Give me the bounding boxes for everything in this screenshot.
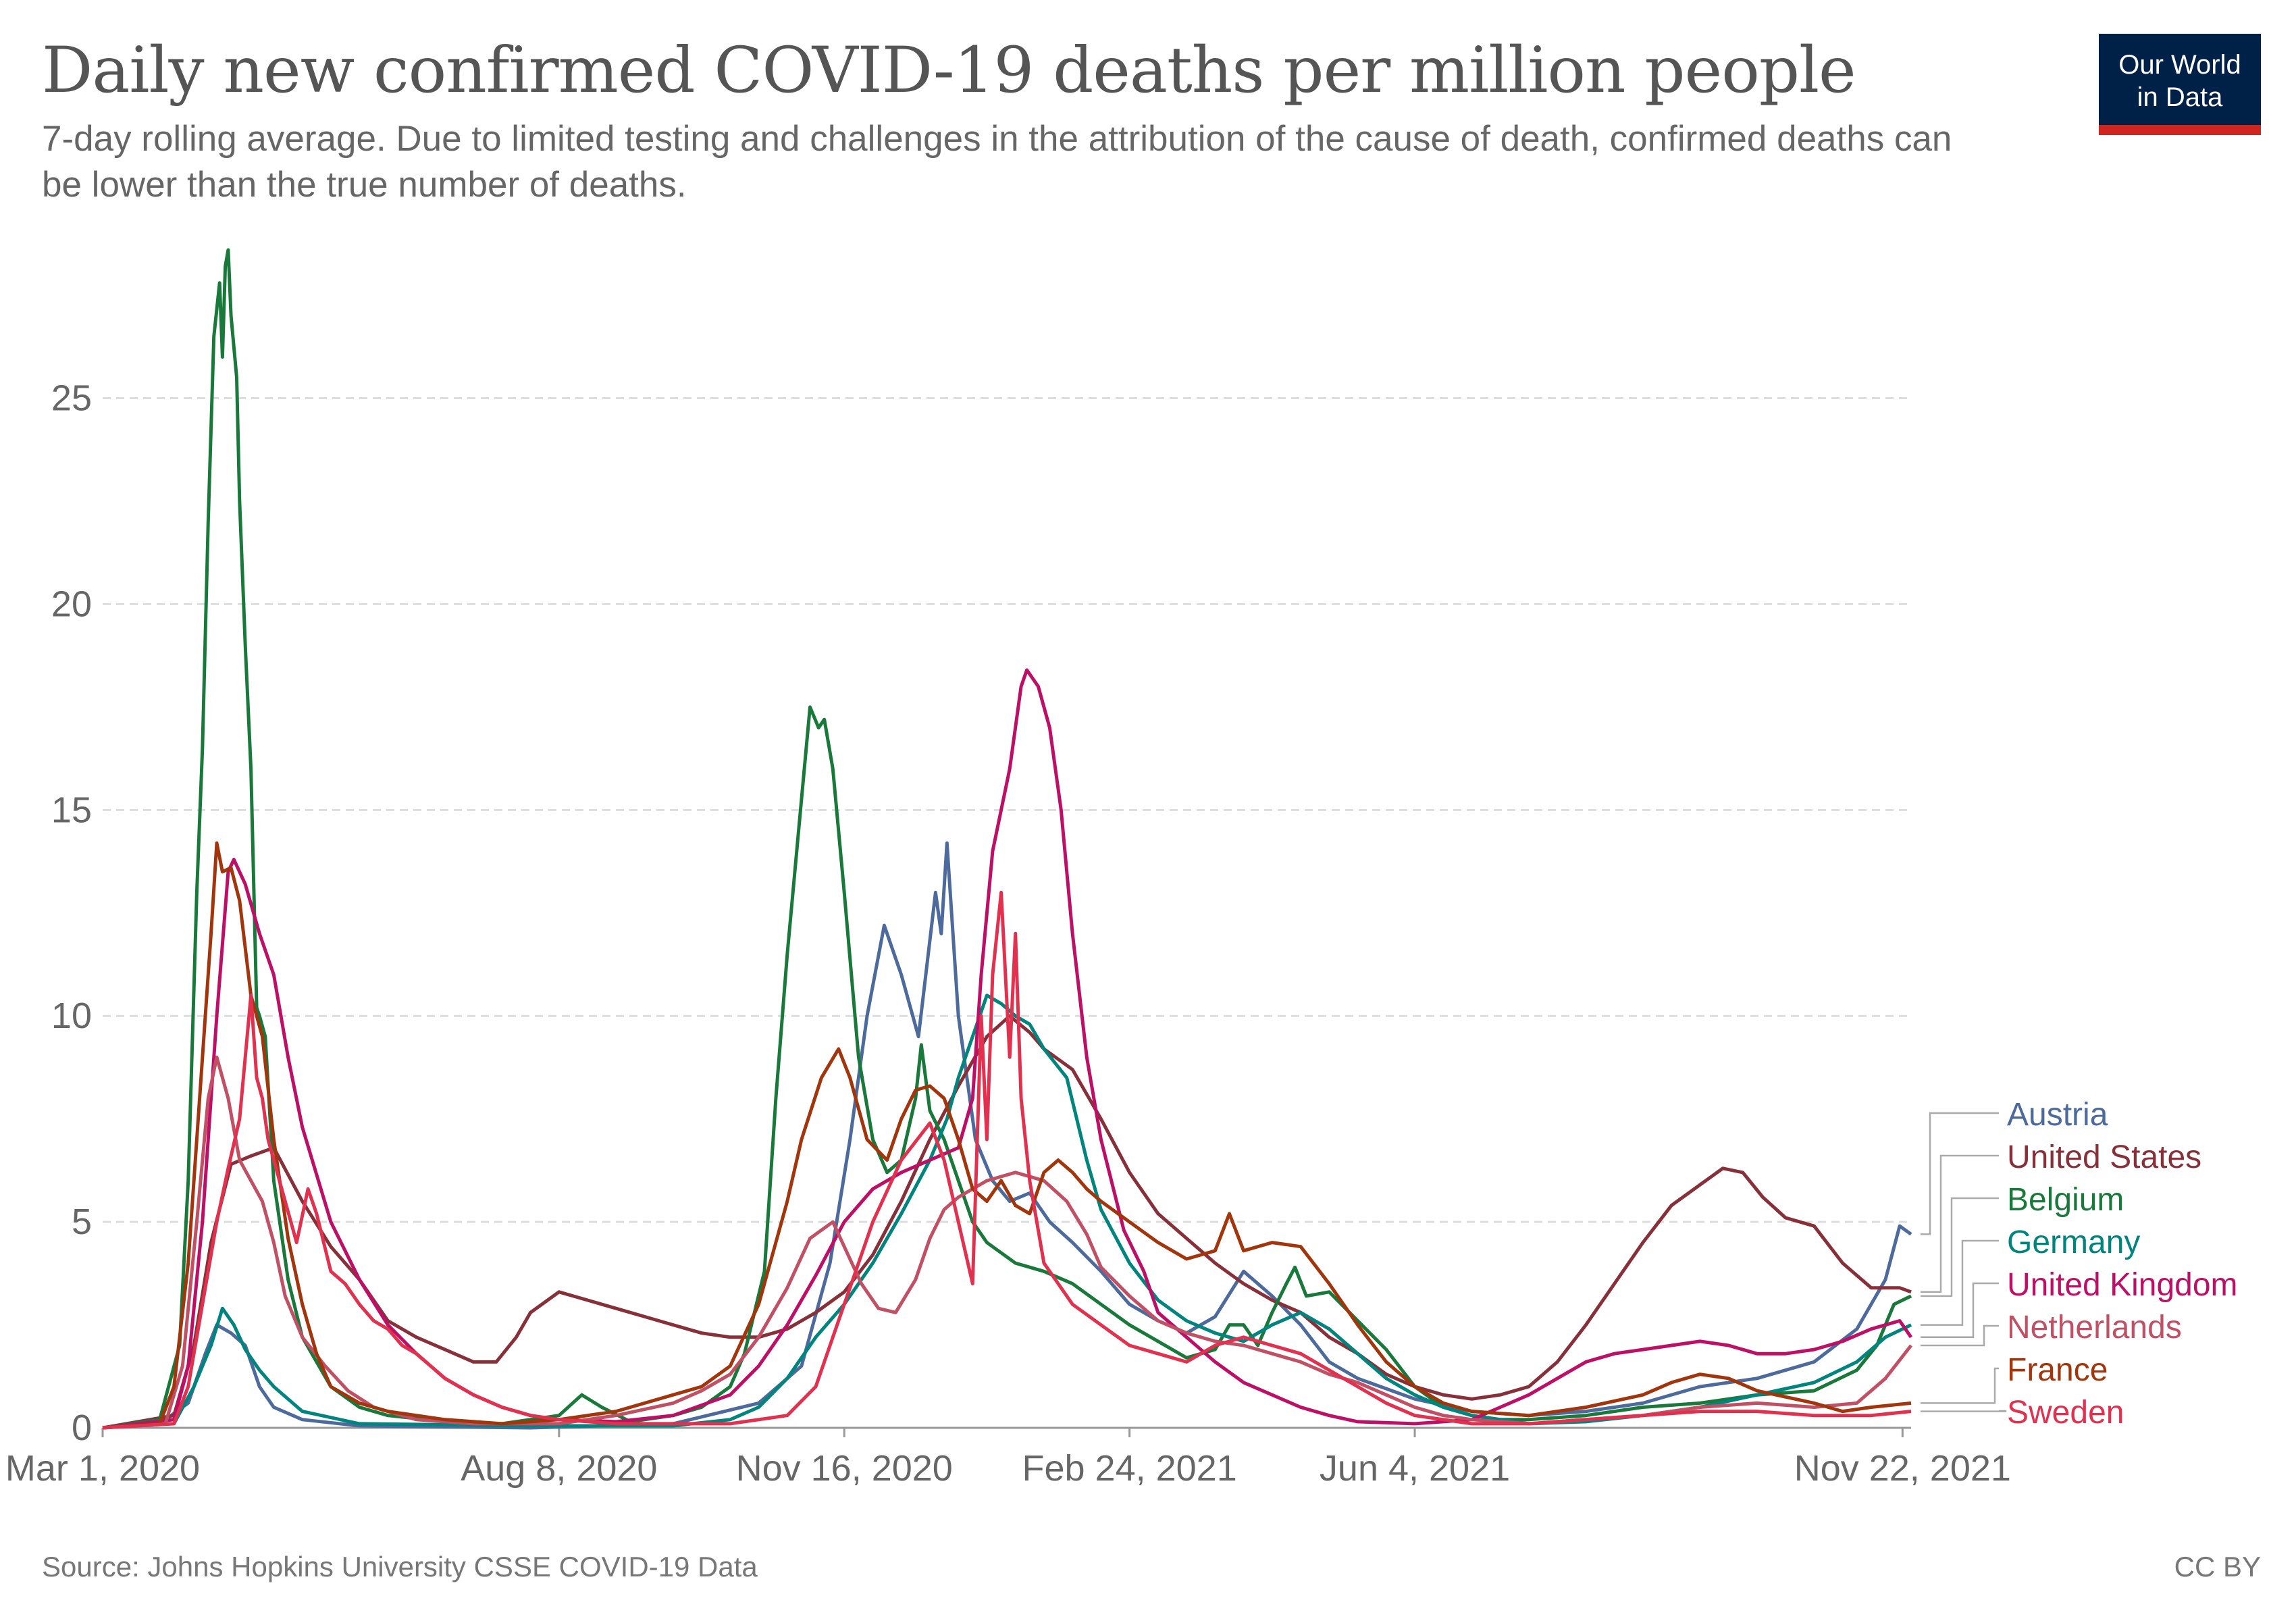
legend-label-sweden[interactable]: Sweden [2007, 1395, 2124, 1431]
logo-accent-bar [2099, 125, 2261, 135]
legend-connector [1921, 1239, 1999, 1326]
legend-label-united-states[interactable]: United States [2007, 1139, 2201, 1175]
series-line-belgium[interactable] [102, 248, 1912, 1430]
y-tick-label: 5 [72, 1202, 92, 1242]
y-tick-label: 25 [51, 378, 92, 419]
series-lines [102, 248, 1913, 1430]
license-link[interactable]: CC BY [2174, 1551, 2261, 1583]
y-tick-label: 10 [51, 996, 92, 1036]
legend-connectors [1921, 1112, 2007, 1412]
x-tick-label: Feb 24, 2021 [1022, 1448, 1236, 1489]
y-tick-label: 0 [72, 1408, 92, 1448]
logo-line-2: in Data [2137, 82, 2223, 112]
series-line-austria[interactable] [102, 841, 1912, 1430]
legend-connector [1921, 1410, 2007, 1412]
source-note: Source: Johns Hopkins University CSSE CO… [42, 1551, 758, 1583]
legend: Austria United States Belgium Germany United… [2007, 1097, 2238, 1431]
owid-logo[interactable]: Our World in Data [2099, 34, 2261, 135]
series-line-germany[interactable] [102, 994, 1912, 1430]
legend-connector [1921, 1112, 1999, 1235]
legend-label-netherlands[interactable]: Netherlands [2007, 1310, 2182, 1345]
grid-lines [103, 397, 1911, 1223]
chart-subtitle: 7-day rolling average. Due to limited te… [42, 119, 1952, 205]
legend-connector [1921, 1282, 1999, 1339]
x-tick-label: Nov 22, 2021 [1794, 1448, 2011, 1489]
chart-title: Daily new confirmed COVID-19 deaths per … [42, 34, 1856, 107]
legend-connector [1921, 1324, 1999, 1347]
series-line-france[interactable] [102, 841, 1912, 1430]
logo-line-1: Our World [2118, 50, 2241, 80]
legend-connector [1921, 1154, 1999, 1293]
x-tick-label: Nov 16, 2020 [736, 1448, 953, 1489]
y-tick-label: 15 [51, 790, 92, 830]
series-line-sweden[interactable] [102, 890, 1912, 1430]
x-tick-label: Aug 8, 2020 [461, 1448, 657, 1489]
legend-label-austria[interactable]: Austria [2007, 1097, 2108, 1133]
legend-connector [1921, 1367, 1999, 1404]
legend-label-belgium[interactable]: Belgium [2007, 1182, 2124, 1218]
x-tick-label: Jun 4, 2021 [1320, 1448, 1510, 1489]
y-tick-label: 20 [51, 584, 92, 624]
x-tick-label: Mar 1, 2020 [5, 1448, 200, 1489]
legend-label-united-kingdom[interactable]: United Kingdom [2007, 1267, 2238, 1303]
legend-connector [1921, 1197, 1999, 1297]
legend-label-germany[interactable]: Germany [2007, 1225, 2140, 1260]
series-line-united-kingdom[interactable] [102, 668, 1913, 1430]
legend-label-france[interactable]: France [2007, 1352, 2108, 1388]
series-line-netherlands[interactable] [102, 1055, 1912, 1430]
